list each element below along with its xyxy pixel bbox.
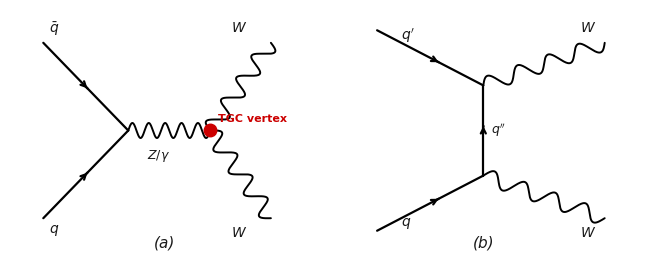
Text: $q''$: $q''$	[491, 122, 506, 139]
Text: $q$: $q$	[401, 216, 411, 231]
Text: TGC vertex: TGC vertex	[218, 114, 287, 124]
Text: $Z/\gamma$: $Z/\gamma$	[147, 148, 170, 164]
Text: $W$: $W$	[581, 21, 597, 35]
Text: $W$: $W$	[231, 21, 248, 35]
Text: (a): (a)	[154, 236, 176, 251]
Text: $\bar{q}$: $\bar{q}$	[49, 20, 60, 38]
Text: $q$: $q$	[49, 223, 60, 238]
Text: $W$: $W$	[581, 226, 597, 240]
Text: $q'$: $q'$	[401, 27, 415, 45]
Text: $W$: $W$	[231, 226, 248, 240]
Text: (b): (b)	[472, 236, 494, 251]
